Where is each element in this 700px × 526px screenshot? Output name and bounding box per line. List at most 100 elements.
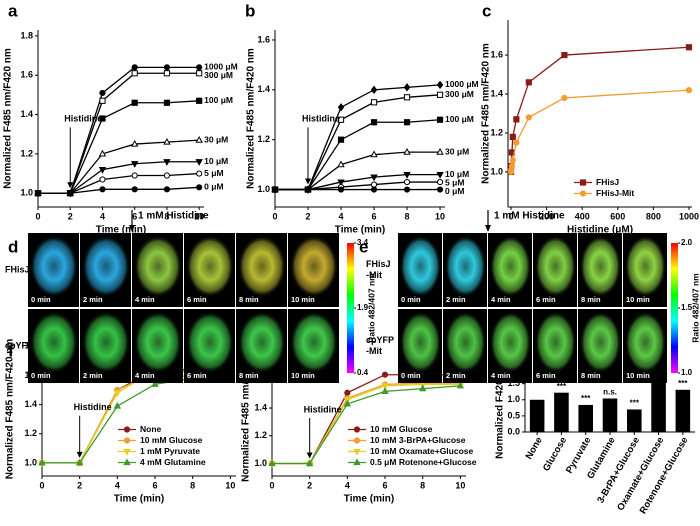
series-line xyxy=(510,89,690,172)
x-tick-label: 2 xyxy=(307,480,312,490)
y-tick-label: 1.4 xyxy=(254,402,267,412)
marker xyxy=(337,186,345,193)
colorbar xyxy=(671,243,678,373)
significance-label: *** xyxy=(678,379,688,388)
cell xyxy=(290,311,338,374)
row-label: FHisJ xyxy=(366,259,391,269)
legend-label: 10 mM 3-BrPA+Glucose xyxy=(370,435,466,445)
x-tick-label: 8 xyxy=(190,480,195,490)
time-label: 2 min xyxy=(446,371,466,380)
x-axis-title: Histidine (μM) xyxy=(567,225,633,236)
panel-label: e xyxy=(359,237,368,256)
series-label: 1000 μM xyxy=(445,79,479,89)
cell xyxy=(186,311,234,374)
x-tick-label: None xyxy=(524,435,545,461)
marker xyxy=(436,178,444,186)
marker xyxy=(525,114,532,121)
series-line xyxy=(42,368,231,464)
legend-marker xyxy=(353,448,361,456)
marker xyxy=(196,70,203,77)
marker xyxy=(196,170,203,177)
arrow-head xyxy=(485,225,491,232)
x-tick-label: 10 xyxy=(225,480,235,490)
legend-label: FHisJ-Mit xyxy=(596,188,634,198)
colorbar xyxy=(347,243,354,373)
time-label: 10 min xyxy=(626,371,650,380)
x-axis-title: Time (min) xyxy=(114,494,164,505)
y-tick-label: 1.0 xyxy=(257,184,270,194)
bar xyxy=(602,398,618,432)
time-label: 4 min xyxy=(491,371,511,380)
marker xyxy=(381,371,389,378)
colorbar-tick-label: 1.9 xyxy=(357,303,369,312)
x-tick-label: 0 xyxy=(272,211,277,221)
y-axis-title: Normalized F485 nm/F420 nm xyxy=(241,341,252,482)
time-label: 0 min xyxy=(31,371,51,380)
bar xyxy=(578,404,593,432)
x-tick-label: 2 xyxy=(68,211,73,221)
x-axis-title: Time (min) xyxy=(335,225,385,236)
y-axis-title: Normalized F485 nm/F420 nm xyxy=(3,48,14,189)
marker xyxy=(34,190,42,197)
arrow-head xyxy=(76,451,83,458)
colorbar-tick-label: 3.4 xyxy=(357,238,369,247)
y-tick-label: 1.0 xyxy=(24,457,37,467)
x-tick-label: 4 xyxy=(345,480,350,490)
marker xyxy=(370,119,378,126)
marker xyxy=(456,381,465,389)
panel-label: d xyxy=(8,237,18,256)
cell xyxy=(489,235,532,298)
cell xyxy=(30,311,78,374)
marker xyxy=(271,186,279,193)
y-tick-label: 1.0 xyxy=(20,188,33,198)
marker xyxy=(509,157,516,164)
series-label: 0 μM xyxy=(445,186,464,196)
arrow-head xyxy=(305,178,312,185)
time-label: 4 min xyxy=(135,295,155,304)
marker xyxy=(436,147,444,155)
legend-marker xyxy=(579,179,587,186)
cell xyxy=(30,235,78,298)
x-tick-label: 10 xyxy=(455,480,465,490)
cell xyxy=(579,311,622,374)
cell xyxy=(238,235,286,298)
marker xyxy=(131,99,138,106)
y-tick-label: 1.6 xyxy=(257,34,270,44)
x-tick-label: 0 xyxy=(39,480,44,490)
marker xyxy=(304,186,312,193)
y-tick-label: 1.4 xyxy=(490,88,503,98)
x-tick-label: 8 xyxy=(164,211,169,221)
marker xyxy=(561,94,568,102)
y-axis-title: Normalized F485 nm/F420 nm xyxy=(246,48,257,189)
bar xyxy=(529,399,545,432)
cell xyxy=(399,311,442,374)
time-label: 2 min xyxy=(83,295,103,304)
y-tick-label: 1.0 xyxy=(507,394,520,404)
marker xyxy=(337,179,345,187)
series-label: 100 μM xyxy=(445,114,474,124)
series-line xyxy=(42,369,231,464)
marker xyxy=(196,64,203,71)
marker xyxy=(370,174,378,182)
marker xyxy=(151,380,159,387)
time-label: 8 min xyxy=(581,295,601,304)
legend-label: 0.5 μM Rotenone+Glucose xyxy=(370,457,477,467)
y-tick-label: 1.0 xyxy=(490,166,503,176)
colorbar-tick-label: 1.5 xyxy=(681,303,693,312)
y-tick-label: 1.2 xyxy=(490,127,503,137)
marker xyxy=(370,85,378,95)
time-label: 2 min xyxy=(446,295,466,304)
row-label: FHisJ xyxy=(5,264,30,274)
cell xyxy=(579,235,622,298)
colorbar-title: Ratio 482/407 nm xyxy=(690,273,700,343)
marker xyxy=(99,186,106,193)
series-label: 1000 μM xyxy=(204,62,238,72)
marker xyxy=(38,458,46,466)
x-tick-label: 0 xyxy=(509,211,514,221)
marker xyxy=(436,172,444,179)
y-tick-label: 1.4 xyxy=(257,84,270,94)
marker xyxy=(98,149,107,157)
x-tick-label: 6 xyxy=(153,480,158,490)
marker xyxy=(131,172,138,179)
marker xyxy=(403,178,411,186)
